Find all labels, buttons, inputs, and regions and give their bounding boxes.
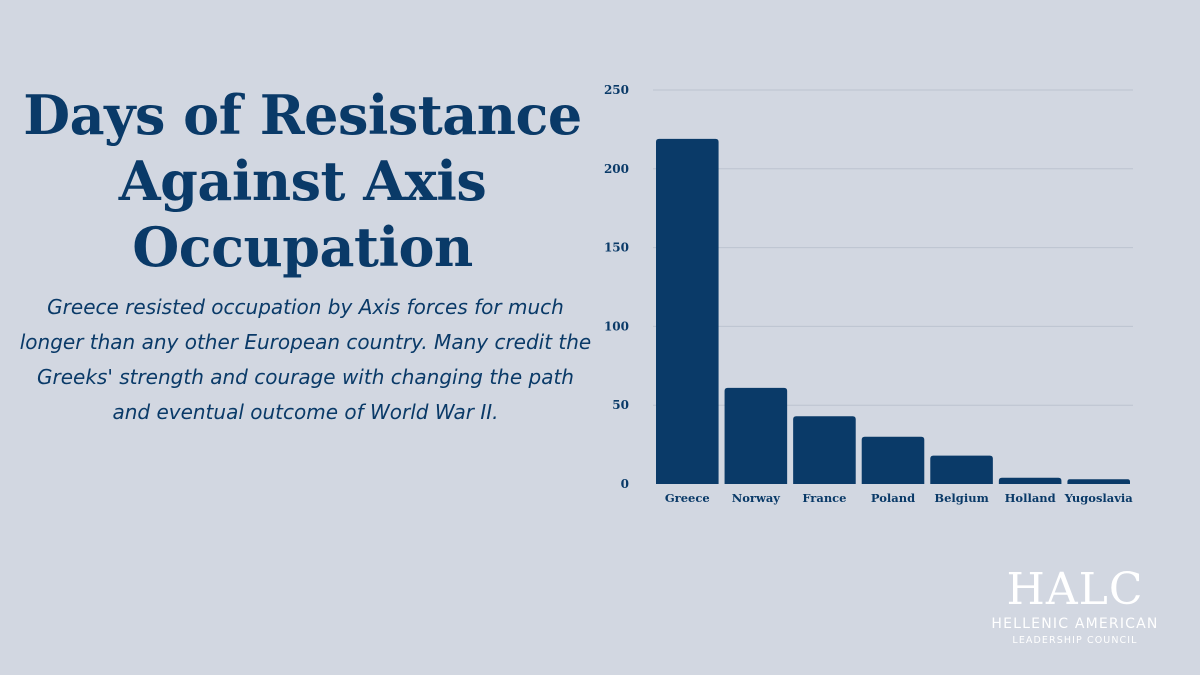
x-tick-label: Poland	[871, 491, 915, 505]
bar-belgium	[930, 455, 993, 484]
bars	[656, 138, 1130, 484]
bar-france	[793, 416, 856, 484]
x-tick-label: Yugoslavia	[1064, 491, 1134, 505]
y-tick-label: 0	[621, 477, 629, 491]
y-tick-label: 150	[604, 241, 629, 255]
bar-norway	[724, 387, 788, 484]
bar-poland	[861, 436, 925, 484]
gridlines	[653, 89, 1133, 406]
description-text: Greece resisted occupation by Axis force…	[19, 295, 592, 424]
y-tick-label: 50	[612, 398, 629, 412]
logo-mark: HALC	[1006, 564, 1144, 615]
bar-yugoslavia	[1067, 479, 1130, 484]
x-tick-label: Norway	[732, 491, 781, 505]
halc-logo: HALC HELLENIC AMERICAN LEADERSHIP COUNCI…	[975, 566, 1175, 648]
y-axis-ticks: 0 50 100 150 200 250	[604, 83, 629, 491]
x-tick-label: Belgium	[934, 491, 988, 505]
bar-holland	[998, 477, 1062, 484]
x-tick-label: France	[802, 491, 846, 505]
bar-greece	[656, 138, 719, 484]
y-tick-label: 200	[604, 162, 629, 176]
logo-name-line2: LEADERSHIP COUNCIL	[1012, 635, 1138, 646]
y-tick-label: 250	[604, 83, 629, 97]
bar-chart: 0 50 100 150 200 250 Greece Norway France Poland…	[604, 83, 1133, 505]
x-tick-label: Greece	[665, 491, 710, 505]
logo-name-line1: HELLENIC AMERICAN	[991, 616, 1159, 632]
x-tick-label: Holland	[1005, 491, 1056, 505]
page-title: Days of Resistance Against Axis Occupati…	[23, 83, 582, 279]
x-axis-labels: Greece Norway France Poland Belgium Holland Yu…	[665, 491, 1133, 505]
y-tick-label: 100	[604, 319, 629, 333]
